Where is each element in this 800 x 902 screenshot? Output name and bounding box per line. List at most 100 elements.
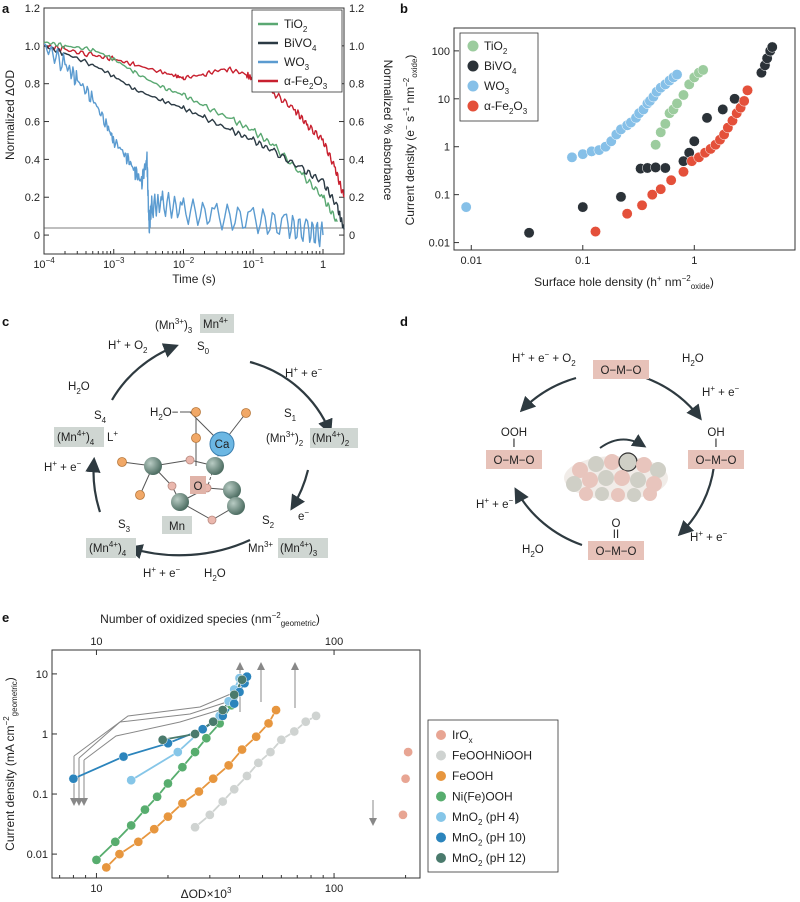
c-atom-mn bbox=[144, 457, 162, 475]
panel-a-ytick-label: 0 bbox=[34, 230, 40, 242]
d-left-highlight bbox=[486, 450, 542, 469]
d-surface-atom bbox=[582, 472, 598, 488]
c-atom-mn bbox=[171, 493, 189, 511]
c-atom-ca bbox=[209, 431, 235, 457]
panel-e-data-point bbox=[197, 724, 208, 735]
panel-e-top-label: Number of oxidized species (nm−2geometri… bbox=[100, 611, 320, 628]
panel-d: d O−M−O OH bbox=[400, 314, 744, 560]
d-step-bl: H2O bbox=[522, 544, 544, 559]
d-right-bond: I bbox=[714, 438, 717, 450]
panel-b-data-point bbox=[671, 97, 683, 109]
panel-e-annot-arrow bbox=[80, 798, 88, 806]
panel-e-top-tick-label: 100 bbox=[325, 636, 343, 648]
panel-b-y-ticks: 0.01 0.1 1 10 100 bbox=[429, 46, 459, 250]
panel-e-legend-marker bbox=[436, 812, 446, 822]
d-arrow-tl bbox=[519, 376, 577, 413]
c-arrow-s4-s0 bbox=[111, 343, 179, 401]
c-step-40-b: H+ + O2 bbox=[108, 337, 148, 355]
d-surface-arrow bbox=[599, 434, 647, 449]
panel-e: e Number of oxidized species (nm−2geomet… bbox=[2, 610, 559, 901]
panel-e-data-point bbox=[172, 747, 183, 757]
c-ox-s2-highlight bbox=[278, 538, 328, 558]
panel-e-legend-label: MnO2 (pH 12) bbox=[452, 851, 526, 868]
panel-b-data-point bbox=[621, 208, 633, 220]
panel-e-data-point bbox=[237, 674, 247, 685]
panel-a-right-tick-label: 1.0 bbox=[349, 41, 364, 53]
c-state-s2: S2 bbox=[262, 515, 275, 530]
panel-b-data-point bbox=[678, 89, 689, 101]
panel-e-annot-line bbox=[78, 699, 234, 759]
c-ox-s3-highlight bbox=[86, 538, 136, 558]
panel-b-data-point bbox=[701, 112, 713, 124]
panel-e-data-point bbox=[163, 778, 173, 789]
panel-e-data-point bbox=[263, 718, 274, 729]
panel-b-data-point bbox=[577, 201, 589, 213]
panel-e-legend-label: MnO2 (pH 4) bbox=[452, 810, 519, 827]
c-atom-o-bridge bbox=[185, 455, 195, 465]
panel-e-data-point bbox=[126, 775, 137, 786]
panel-a-legend-label: TiO2 bbox=[284, 17, 308, 34]
d-surface-atom bbox=[614, 470, 630, 486]
d-arrow-br bbox=[677, 465, 716, 537]
panel-a-xtick-label: 10−1 bbox=[243, 256, 265, 271]
panel-e-data-point bbox=[217, 705, 228, 715]
panel-b-data-point bbox=[655, 183, 667, 195]
panel-b-ytick-label: 0.01 bbox=[429, 238, 450, 250]
c-ox-s0-b: Mn4+ bbox=[203, 316, 228, 331]
c-mn-highlight bbox=[162, 516, 192, 534]
panel-b-legend-marker bbox=[467, 80, 479, 92]
panel-e-data-point bbox=[201, 733, 212, 744]
panel-a-xtick-label: 10−3 bbox=[103, 256, 125, 271]
panel-b-legend-marker bbox=[467, 60, 479, 72]
c-atom-mn bbox=[223, 481, 241, 499]
panel-b-data-point bbox=[615, 191, 627, 203]
d-bottom-intermediate: O−M−O bbox=[596, 546, 637, 558]
panel-e-x-ticks: 10 100 bbox=[59, 873, 407, 895]
c-arrow-s2-s3 bbox=[127, 539, 251, 559]
panel-b-data-point bbox=[523, 227, 535, 239]
panel-b-data-point bbox=[655, 126, 667, 138]
panel-e-data-point bbox=[177, 798, 188, 809]
panel-e-data-point bbox=[163, 811, 173, 822]
panel-e-legend-marker bbox=[436, 853, 446, 863]
panel-e-data-point bbox=[311, 711, 321, 721]
panel-e-legend-marker bbox=[436, 771, 446, 781]
panel-e-data-point bbox=[223, 760, 234, 771]
panel-b-legend: TiO2 BiVO4 WO3 α-Fe2O3 bbox=[459, 32, 539, 122]
panel-e-data-point bbox=[217, 796, 228, 807]
panel-e-data-point bbox=[114, 849, 125, 859]
panel-b-frame bbox=[453, 27, 796, 251]
c-state-s3: S3 bbox=[118, 519, 131, 534]
panel-b-data-point bbox=[590, 226, 601, 237]
d-left-ooh: OOH bbox=[501, 427, 527, 439]
panel-e-data-point bbox=[271, 705, 281, 715]
d-bottom-bond: II bbox=[613, 529, 619, 541]
panel-b-series bbox=[460, 41, 778, 239]
c-ox-s1-b: (Mn4+)2 bbox=[312, 430, 350, 448]
d-right-oh: OH bbox=[707, 427, 724, 439]
panel-a-series bbox=[43, 41, 345, 248]
panel-e-frame bbox=[51, 649, 421, 879]
c-arrow-s0-s1 bbox=[249, 360, 333, 435]
panel-e-top-tick-label: 10 bbox=[90, 636, 102, 648]
panel-e-annot-line bbox=[83, 707, 227, 761]
c-ox-s4: (Mn4+)4 bbox=[57, 429, 95, 447]
panel-b-x-ticks: 0.01 0.1 1 bbox=[461, 245, 697, 267]
c-ox-s4-highlight bbox=[54, 427, 104, 447]
panel-a-right-tick-label: 1.2 bbox=[349, 3, 364, 15]
panel-e-data-point bbox=[208, 773, 219, 784]
panel-e-data-point bbox=[229, 689, 240, 700]
panel-e-data-point bbox=[251, 731, 261, 742]
panel-a-xtick-label: 10−2 bbox=[173, 256, 195, 271]
c-ox-s4-ligand: L+ bbox=[107, 429, 118, 444]
panel-a-right-tick-label: 0.6 bbox=[349, 117, 364, 129]
panel-b-data-point bbox=[646, 189, 658, 201]
d-surface-atom bbox=[627, 488, 641, 502]
panel-e-series bbox=[68, 671, 413, 873]
panel-e-xtick-label: 10 bbox=[90, 883, 102, 895]
panel-a-label: a bbox=[2, 1, 10, 16]
c-cluster: Ca O Mn H2O− bbox=[117, 407, 251, 534]
panel-e-top-ticks: 10 100 bbox=[90, 636, 343, 655]
panel-a-ytick-label: 1.0 bbox=[25, 41, 40, 53]
